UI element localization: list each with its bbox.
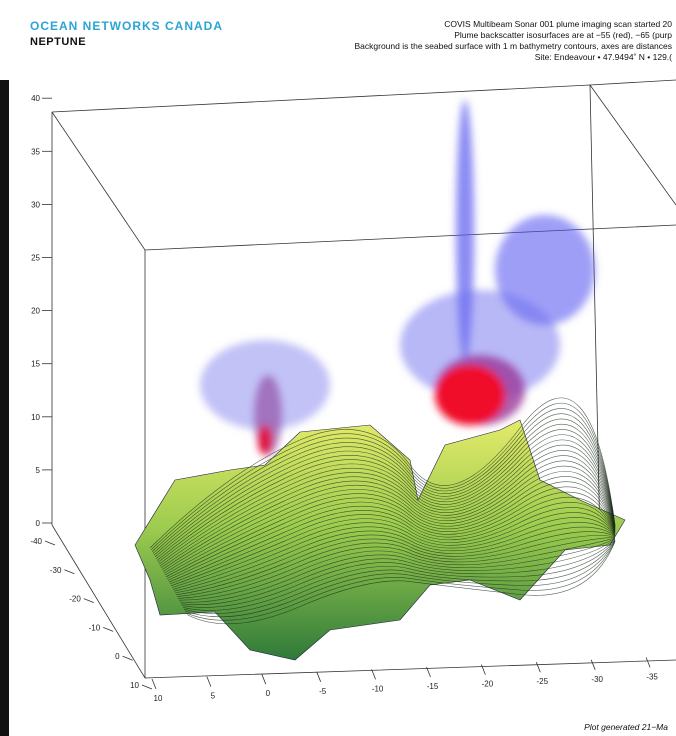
x-tick-label: -5	[319, 687, 327, 696]
header-line: COVIS Multibeam Sonar 001 plume imaging …	[444, 19, 672, 29]
contour	[152, 413, 616, 554]
contour	[165, 481, 616, 578]
x-tick	[645, 657, 651, 668]
contour	[175, 531, 616, 596]
contour	[153, 418, 616, 556]
x-tick	[371, 669, 376, 680]
x-tick-label: -10	[372, 684, 384, 693]
contour	[180, 538, 616, 606]
y-tick-label: -10	[89, 623, 101, 632]
contour	[186, 541, 616, 625]
contour	[164, 476, 616, 576]
contour	[158, 444, 616, 565]
contour	[160, 455, 616, 569]
x-tick-label: 0	[266, 689, 271, 698]
contour	[182, 539, 616, 611]
contour	[156, 434, 616, 561]
contour	[185, 541, 616, 621]
x-tick-label: 5	[211, 692, 216, 701]
x-tick-label: -25	[537, 677, 549, 686]
y-tick	[103, 627, 114, 632]
z-tick-label: 15	[31, 360, 40, 369]
x-tick	[590, 659, 596, 670]
y-tick-label: -20	[69, 595, 81, 604]
z-tick-label: 5	[36, 466, 41, 475]
x-tick-label: -20	[482, 680, 494, 689]
y-tick	[64, 569, 75, 575]
contour	[183, 540, 616, 614]
contour	[168, 496, 616, 583]
contour	[167, 491, 616, 581]
x-tick	[261, 674, 267, 685]
z-tick-label: 35	[31, 147, 40, 156]
contour	[166, 486, 616, 579]
y-tick	[44, 540, 56, 546]
subbrand: NEPTUNE	[30, 36, 86, 48]
seabed-surface	[134, 419, 626, 661]
y-tick-label: 0	[115, 652, 120, 661]
z-tick-label: 40	[31, 94, 40, 103]
contour	[150, 402, 616, 551]
box	[42, 79, 676, 690]
z-tick-label: 0	[36, 519, 41, 528]
z-tick-label: 25	[31, 254, 40, 263]
contour	[177, 537, 616, 599]
contour	[178, 537, 616, 601]
y-tick-label: 10	[130, 681, 139, 690]
contour	[159, 450, 616, 567]
contour	[184, 540, 616, 618]
footer: Plot generated 21−Ma	[584, 722, 668, 732]
contour	[172, 517, 616, 590]
contour	[155, 429, 616, 560]
x-tick	[151, 678, 157, 690]
x-tick	[316, 671, 322, 682]
plume	[200, 100, 595, 455]
contour	[149, 397, 616, 549]
contours	[149, 397, 616, 625]
contour	[176, 535, 616, 597]
contour	[179, 538, 616, 603]
contour	[174, 526, 616, 594]
edge-bar	[0, 80, 9, 736]
contour	[170, 507, 616, 587]
contour	[171, 512, 616, 588]
contour	[161, 460, 616, 570]
contour	[162, 465, 616, 572]
brand: OCEAN NETWORKS CANADA	[30, 19, 223, 33]
y-tick	[83, 598, 94, 603]
z-tick-label: 20	[31, 307, 40, 316]
header-line: Site: Endeavour • 47.9494˚ N • 129.(	[535, 52, 672, 62]
z-tick-label: 30	[31, 200, 40, 209]
contour	[181, 539, 616, 608]
x-tick-label: -35	[646, 672, 658, 681]
y-tick-label: -40	[30, 537, 42, 546]
y-tick	[122, 655, 133, 661]
header-line: Plume backscatter isosurfaces are at −55…	[454, 30, 672, 40]
contour	[151, 408, 616, 552]
y-tick	[141, 684, 153, 690]
y-tick-label: -30	[50, 566, 62, 575]
header-lines: COVIS Multibeam Sonar 001 plume imaging …	[355, 19, 673, 62]
x-tick-label: -15	[427, 682, 439, 691]
header-line: Background is the seabed surface with 1 …	[355, 41, 673, 51]
ticks: 0 5 10 15 20 25 30 35 40 -40 -30 -20 -10 0 10 10 5 0 -5 -10…	[30, 94, 658, 703]
x-tick	[535, 662, 541, 673]
x-tick	[481, 664, 486, 675]
x-tick	[426, 666, 431, 678]
contour	[173, 522, 616, 592]
x-tick	[206, 676, 212, 687]
contour	[169, 502, 616, 585]
x-tick-label: 10	[154, 694, 163, 703]
contour	[154, 423, 616, 558]
contour	[157, 439, 616, 563]
z-tick-label: 10	[31, 413, 40, 422]
x-tick-label: -30	[591, 675, 603, 684]
contour	[163, 471, 616, 574]
